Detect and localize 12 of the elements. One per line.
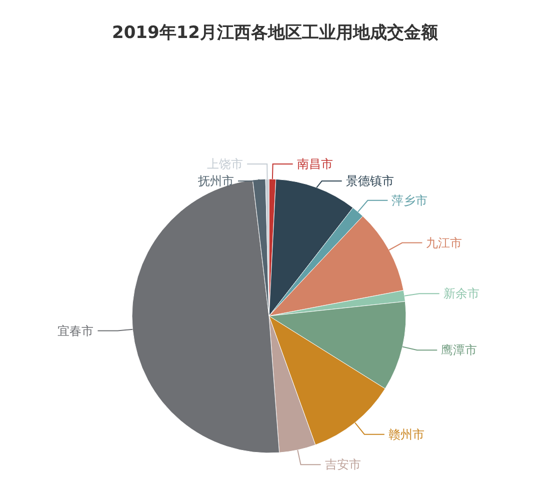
slice-label: 抚州市: [197, 174, 234, 188]
chart-title: 2019年12月江西各地区工业用地成交金额: [112, 23, 439, 43]
slice-label: 萍乡市: [392, 193, 428, 208]
slice-label: 九江市: [426, 236, 462, 250]
slice-label: 赣州市: [388, 427, 424, 442]
slice-label: 鹰潭市: [441, 343, 478, 358]
slice-label: 南昌市: [296, 157, 333, 172]
slice-label: 上饶市: [207, 157, 244, 172]
slice-label: 吉安市: [324, 458, 361, 472]
slice-label: 景德镇市: [346, 174, 394, 188]
slice-label: 宜春市: [58, 324, 94, 338]
slice-label: 新余市: [443, 286, 480, 301]
